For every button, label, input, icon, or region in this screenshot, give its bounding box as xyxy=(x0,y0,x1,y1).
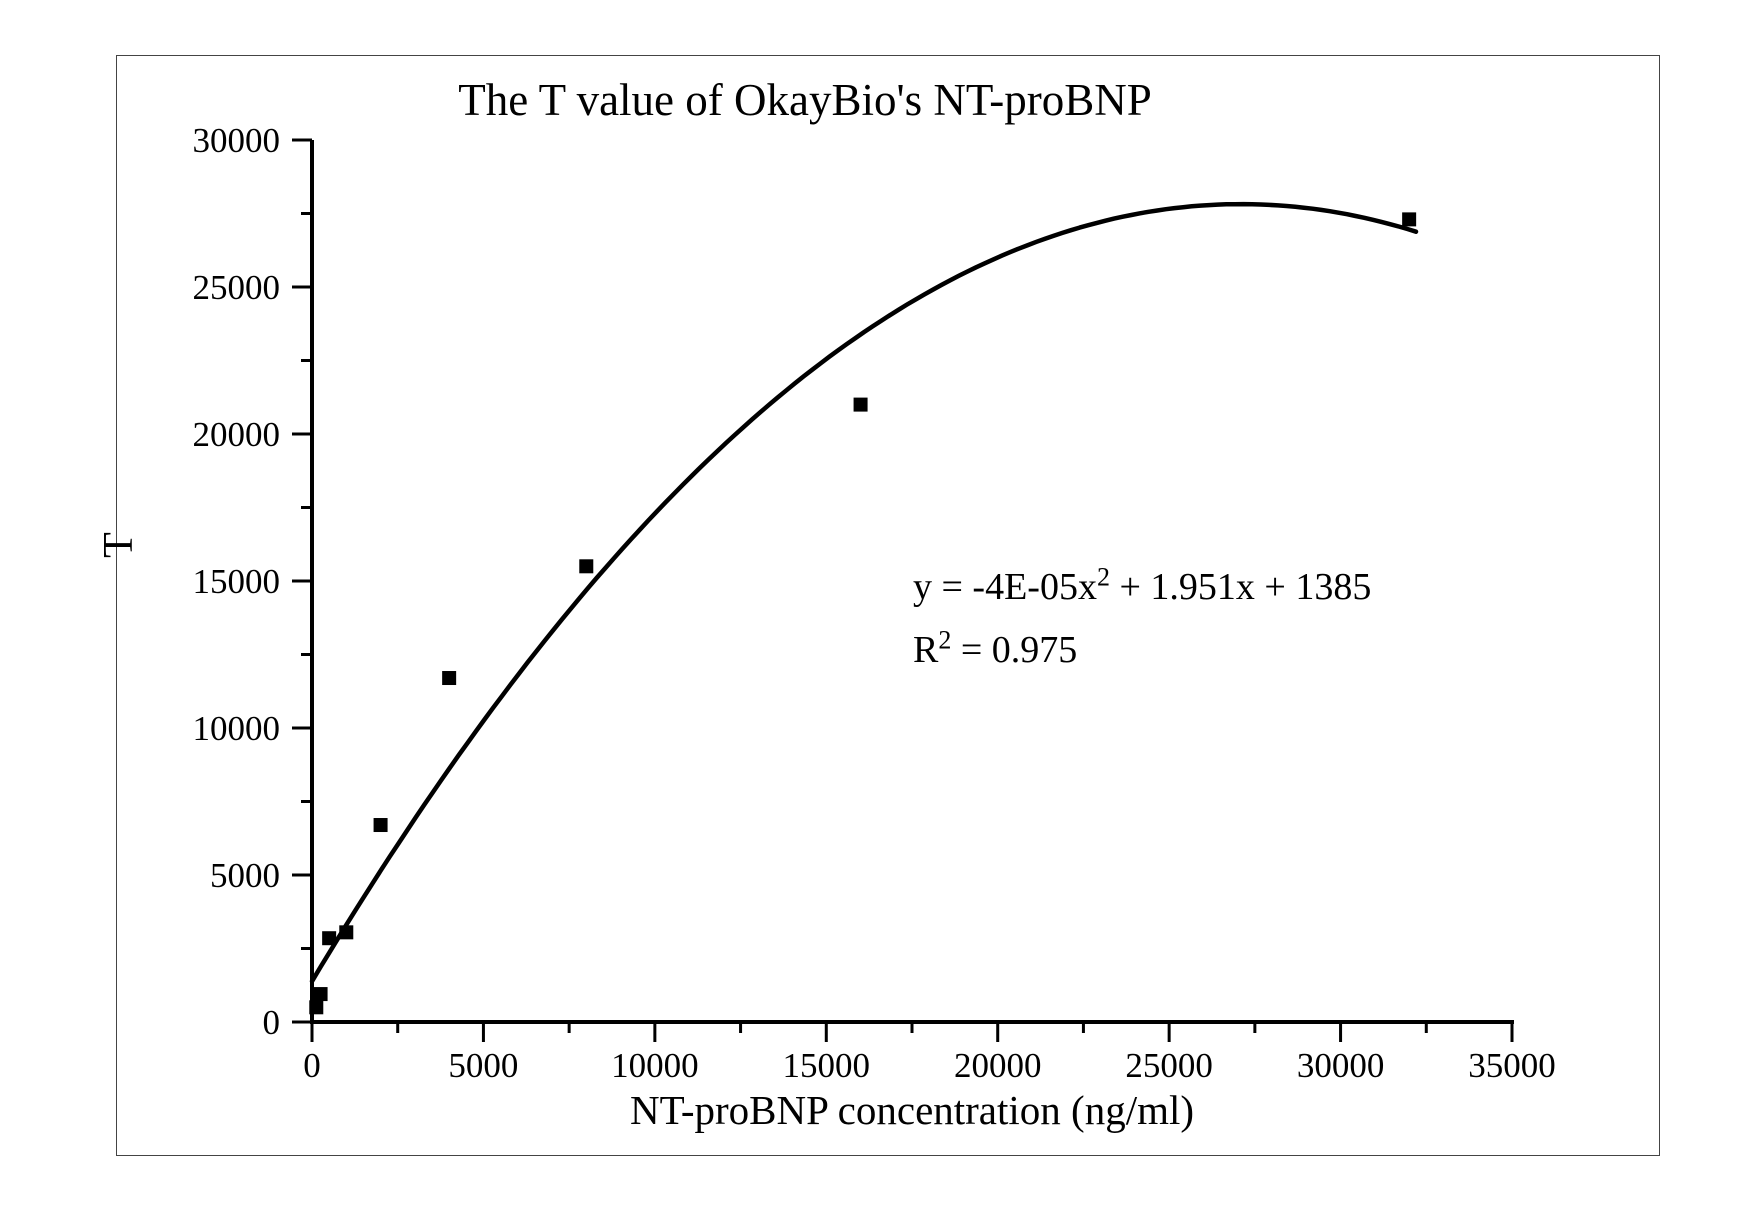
x-axis-tick-label: 5000 xyxy=(448,1046,518,1085)
equation-exponent: 2 xyxy=(1096,562,1110,592)
x-axis-tick-label: 25000 xyxy=(1125,1046,1213,1085)
data-point-marker xyxy=(313,987,328,1002)
equation-text-tail: + 1.951x + 1385 xyxy=(1109,566,1372,608)
data-point-marker xyxy=(373,818,388,833)
chart-title: The T value of OkayBio's NT-proBNP xyxy=(458,75,1152,125)
data-point-marker xyxy=(579,559,594,574)
data-point-marker xyxy=(853,397,868,412)
data-point-marker xyxy=(339,925,354,940)
equation-text: y = -4E-05x xyxy=(913,566,1097,608)
y-axis-tick-label: 0 xyxy=(263,1003,281,1042)
r-squared-exponent: 2 xyxy=(938,625,952,655)
y-axis-tick-label: 15000 xyxy=(193,562,281,601)
data-point-marker xyxy=(322,931,337,946)
x-axis-tick-label: 20000 xyxy=(954,1046,1042,1085)
r-squared-text: R xyxy=(913,629,939,671)
y-axis-tick-label: 20000 xyxy=(193,415,281,454)
x-axis-tick-label: 30000 xyxy=(1297,1046,1385,1085)
trendline-curve xyxy=(309,201,1419,984)
r-squared-value: R2 = 0.975 xyxy=(913,619,1371,682)
r-squared-text-tail: = 0.975 xyxy=(951,629,1078,671)
x-axis-tick-label: 35000 xyxy=(1468,1046,1556,1085)
y-axis-tick-label: 30000 xyxy=(193,121,281,160)
x-axis-title: NT-proBNP concentration (ng/ml) xyxy=(629,1087,1195,1133)
x-axis-tick-label: 0 xyxy=(303,1046,321,1085)
y-axis-tick-label: 25000 xyxy=(193,268,281,307)
figure-border xyxy=(116,55,1660,1156)
data-point-marker xyxy=(309,1000,324,1015)
y-axis-title: T xyxy=(96,532,142,558)
trendline-annotation: y = -4E-05x2 + 1.951x + 1385 R2 = 0.975 xyxy=(913,556,1371,682)
data-point-marker xyxy=(1402,212,1417,227)
data-point-marker xyxy=(442,671,457,686)
y-axis-tick-label: 5000 xyxy=(210,856,280,895)
x-axis-tick-label: 15000 xyxy=(783,1046,871,1085)
trendline-equation: y = -4E-05x2 + 1.951x + 1385 xyxy=(913,556,1371,619)
y-axis-tick-label: 10000 xyxy=(193,709,281,748)
x-axis-tick-label: 10000 xyxy=(611,1046,699,1085)
